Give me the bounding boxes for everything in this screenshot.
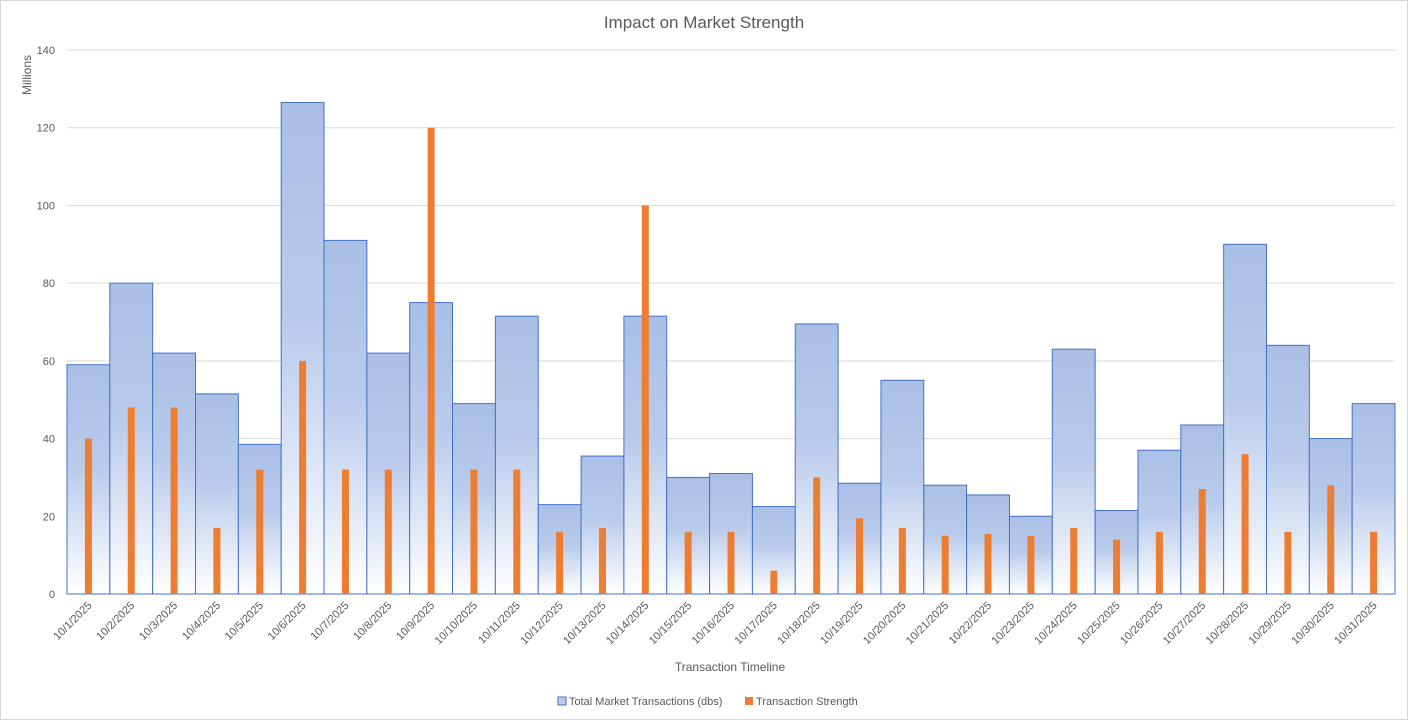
bar-transaction-strength bbox=[1327, 485, 1335, 594]
display-units-label: Millions bbox=[20, 55, 34, 95]
bar-transaction-strength bbox=[727, 531, 735, 594]
x-axis-ticks: 10/1/2025 10/2/2025 10/3/2025 10/4/2025 10/5… bbox=[51, 600, 1379, 647]
x-tick-label: 10/5/2025 bbox=[223, 600, 266, 643]
legend-swatch-total bbox=[557, 696, 567, 706]
x-tick-label: 10/28/2025 bbox=[1204, 600, 1251, 647]
x-tick-label: 10/18/2025 bbox=[775, 600, 822, 647]
bar-transaction-strength bbox=[299, 360, 307, 594]
bar-transaction-strength bbox=[1070, 527, 1078, 594]
x-tick-label: 10/6/2025 bbox=[266, 600, 309, 643]
bar-transaction-strength bbox=[1027, 535, 1035, 594]
x-tick-label: 10/26/2025 bbox=[1118, 600, 1165, 647]
x-tick-label: 10/14/2025 bbox=[604, 600, 651, 647]
x-tick-label: 10/11/2025 bbox=[476, 600, 523, 647]
bar-transaction-strength bbox=[598, 527, 606, 594]
legend-swatch-strength bbox=[745, 697, 753, 705]
transaction-strength-bars bbox=[84, 127, 1378, 594]
x-tick-label: 10/25/2025 bbox=[1075, 600, 1122, 647]
bar-transaction-strength bbox=[770, 570, 778, 594]
legend-label-total: Total Market Transactions (dbs) bbox=[569, 696, 722, 708]
bar-transaction-strength bbox=[513, 469, 521, 594]
chart-title: Impact on Market Strength bbox=[604, 13, 804, 32]
x-tick-label: 10/15/2025 bbox=[647, 600, 694, 647]
x-axis-title: Transaction Timeline bbox=[675, 660, 786, 674]
y-tick-label: 60 bbox=[43, 356, 55, 368]
bar-transaction-strength bbox=[898, 527, 906, 594]
bar-transaction-strength bbox=[1113, 539, 1121, 594]
y-tick-label: 100 bbox=[37, 200, 55, 212]
legend: Total Market Transactions (dbs) Transact… bbox=[557, 696, 858, 708]
bar-transaction-strength bbox=[813, 477, 821, 594]
x-tick-label: 10/13/2025 bbox=[561, 600, 608, 647]
x-tick-label: 10/12/2025 bbox=[518, 600, 565, 647]
bar-transaction-strength bbox=[127, 407, 135, 594]
x-tick-label: 10/24/2025 bbox=[1032, 600, 1079, 647]
bar-transaction-strength bbox=[1284, 531, 1292, 594]
x-tick-label: 10/19/2025 bbox=[818, 600, 865, 647]
y-tick-label: 40 bbox=[43, 434, 55, 446]
x-tick-label: 10/22/2025 bbox=[947, 600, 994, 647]
bar-transaction-strength bbox=[170, 407, 178, 594]
y-tick-label: 80 bbox=[43, 278, 55, 290]
total-transactions-bars bbox=[66, 101, 1396, 595]
x-tick-label: 10/21/2025 bbox=[904, 600, 951, 647]
x-tick-label: 10/3/2025 bbox=[137, 600, 180, 643]
y-tick-label: 120 bbox=[37, 123, 55, 135]
bar-transaction-strength bbox=[641, 205, 649, 594]
x-tick-label: 10/30/2025 bbox=[1289, 600, 1336, 647]
bar-total-transactions bbox=[1265, 344, 1310, 595]
x-tick-label: 10/31/2025 bbox=[1332, 600, 1379, 647]
bar-transaction-strength bbox=[684, 531, 692, 594]
bar-transaction-strength bbox=[384, 469, 392, 594]
bar-transaction-strength bbox=[256, 469, 264, 594]
x-tick-label: 10/1/2025 bbox=[51, 600, 94, 643]
x-tick-label: 10/29/2025 bbox=[1247, 600, 1294, 647]
bar-transaction-strength bbox=[984, 533, 992, 594]
bar-transaction-strength bbox=[941, 535, 949, 594]
x-tick-label: 10/4/2025 bbox=[180, 600, 223, 643]
x-tick-label: 10/20/2025 bbox=[861, 600, 908, 647]
x-tick-label: 10/8/2025 bbox=[351, 600, 394, 643]
bar-transaction-strength bbox=[341, 469, 349, 594]
bar-transaction-strength bbox=[427, 127, 435, 594]
x-tick-label: 10/7/2025 bbox=[308, 600, 351, 643]
x-tick-label: 10/9/2025 bbox=[394, 600, 437, 643]
bar-transaction-strength bbox=[1155, 531, 1163, 594]
bar-transaction-strength bbox=[1370, 531, 1378, 594]
y-axis-ticks: 0 20 40 60 80 100 120 140 bbox=[37, 45, 55, 601]
bar-transaction-strength bbox=[1241, 454, 1249, 594]
bar-transaction-strength bbox=[84, 438, 92, 594]
x-tick-label: 10/17/2025 bbox=[733, 600, 780, 647]
y-tick-label: 20 bbox=[43, 511, 55, 523]
legend-label-strength: Transaction Strength bbox=[756, 696, 858, 708]
x-tick-label: 10/2/2025 bbox=[94, 600, 137, 643]
x-tick-label: 10/10/2025 bbox=[433, 600, 480, 647]
y-tick-label: 0 bbox=[49, 589, 55, 601]
x-tick-label: 10/16/2025 bbox=[690, 600, 737, 647]
bar-transaction-strength bbox=[470, 469, 478, 594]
bar-transaction-strength bbox=[213, 527, 221, 594]
bar-transaction-strength bbox=[1198, 489, 1206, 594]
bar-transaction-strength bbox=[556, 531, 564, 594]
bar-transaction-strength bbox=[856, 518, 864, 594]
x-tick-label: 10/27/2025 bbox=[1161, 600, 1208, 647]
x-tick-label: 10/23/2025 bbox=[990, 600, 1037, 647]
y-tick-label: 140 bbox=[37, 45, 55, 57]
